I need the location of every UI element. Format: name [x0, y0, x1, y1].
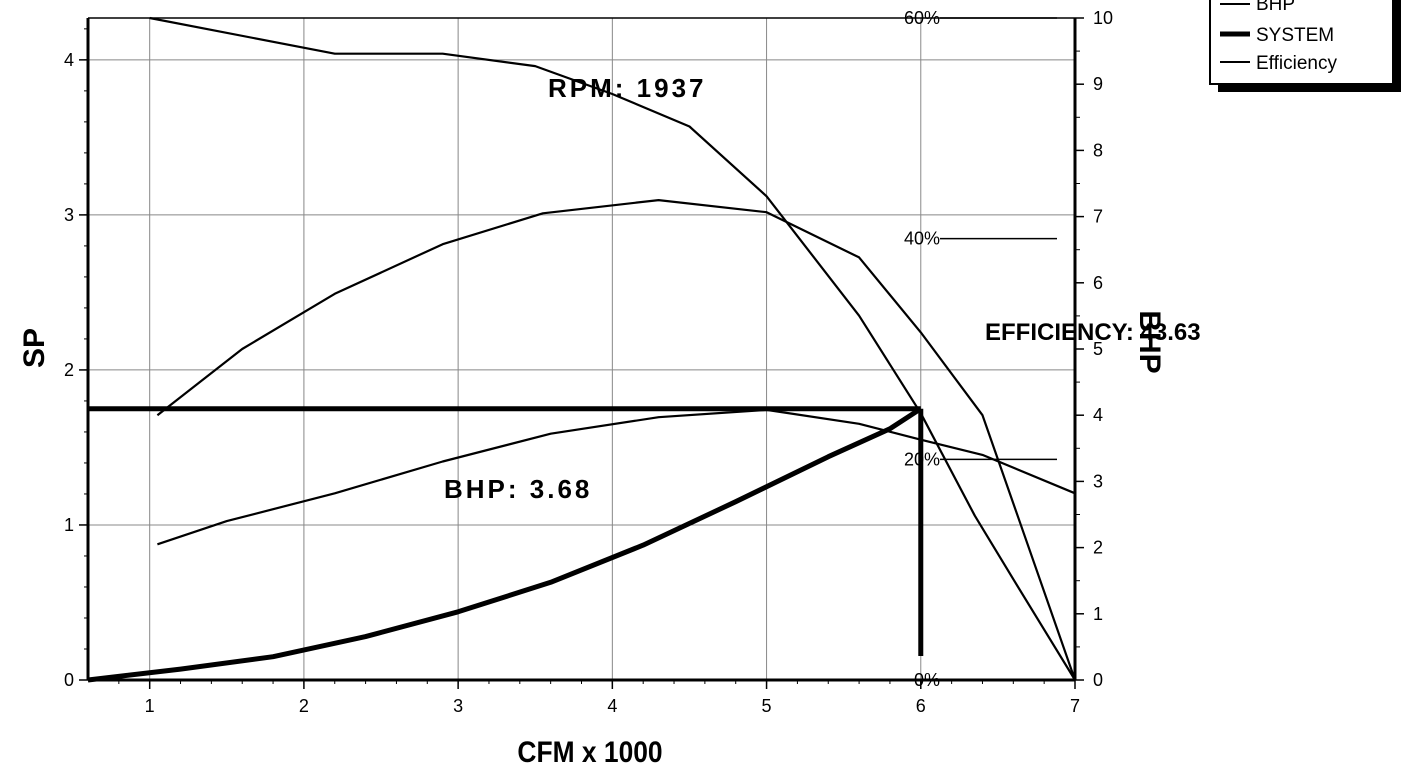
- y2-tick-label: 1: [1093, 604, 1103, 624]
- y-tick-label: 4: [64, 50, 74, 70]
- y2-tick-label: 6: [1093, 273, 1103, 293]
- x-tick-label: 3: [453, 696, 463, 716]
- x-tick-label: 5: [762, 696, 772, 716]
- series-sp: [149, 16, 1076, 681]
- y2-tick-label: 3: [1093, 471, 1103, 491]
- x-axis-title: CFM x 1000: [517, 734, 662, 768]
- y2-tick-label: 0: [1093, 670, 1103, 690]
- bhp-annotation: BHP: 3.68: [444, 474, 592, 504]
- y2-tick-label: 4: [1093, 405, 1103, 425]
- efficiency-tick-label: 40%: [904, 229, 940, 249]
- legend-box: [1209, 0, 1394, 85]
- y2-tick-label: 9: [1093, 74, 1103, 94]
- y-tick-label: 1: [64, 515, 74, 535]
- y-tick-label: 2: [64, 360, 74, 380]
- series-efficiency: [156, 199, 1077, 681]
- x-tick-label: 4: [607, 696, 617, 716]
- legend-label-bhp: BHP: [1256, 0, 1295, 15]
- y-tick-label: 0: [64, 670, 74, 690]
- y2-tick-label: 7: [1093, 207, 1103, 227]
- x-tick-label: 7: [1070, 696, 1080, 716]
- y2-axis-title: BHP: [1133, 310, 1166, 373]
- y2-tick-label: 2: [1093, 538, 1103, 558]
- legend-label-system: SYSTEM: [1256, 25, 1334, 46]
- y2-tick-label: 8: [1093, 140, 1103, 160]
- legend-label-efficiency: Efficiency: [1256, 53, 1337, 74]
- efficiency-annotation: EFFICIENCY: 43.63: [985, 319, 1201, 346]
- x-tick-label: 1: [145, 696, 155, 716]
- axes: [79, 17, 1084, 689]
- y2-tick-label: 10: [1093, 8, 1113, 28]
- efficiency-tick-label: 0%: [914, 670, 940, 690]
- series-system: [87, 406, 923, 683]
- grid: [88, 18, 1075, 680]
- y2-tick-label: 5: [1093, 339, 1103, 359]
- rpm-annotation: RPM: 1937: [548, 73, 707, 103]
- efficiency-tick-label: 20%: [904, 449, 940, 469]
- x-tick-label: 2: [299, 696, 309, 716]
- curves: [87, 16, 1077, 683]
- y-axis-title: SP: [18, 328, 51, 368]
- series-bhp: [157, 408, 1076, 546]
- legend: BHP SYSTEM Efficiency: [1209, 0, 1401, 92]
- x-tick-label: 6: [916, 696, 926, 716]
- y-tick-label: 3: [64, 205, 74, 225]
- efficiency-tick-label: 60%: [904, 8, 940, 28]
